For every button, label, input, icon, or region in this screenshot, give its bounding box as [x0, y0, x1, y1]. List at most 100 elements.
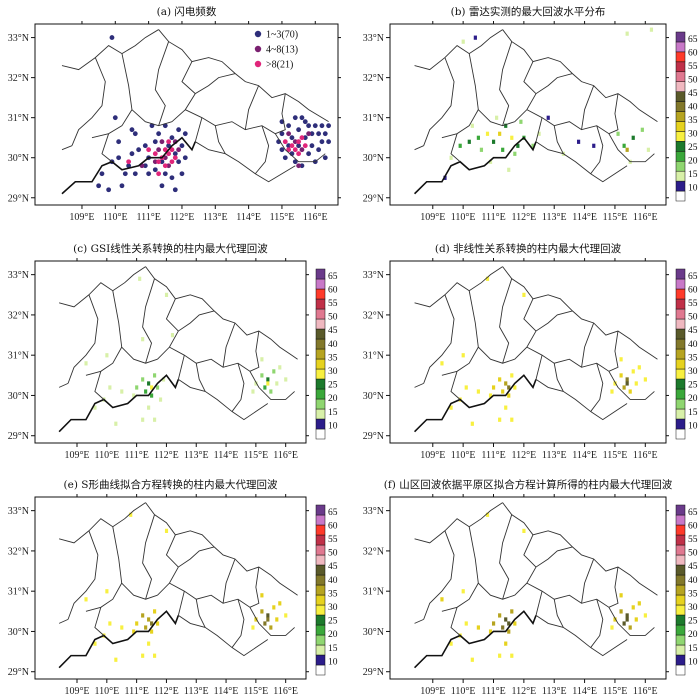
- colorbar-swatch: [315, 634, 326, 646]
- echo-cell: [461, 353, 465, 358]
- y-tick-label: 30°N: [363, 153, 384, 164]
- echo-cell: [510, 135, 514, 140]
- boundary-line: [414, 266, 503, 308]
- colorbar-swatch: [675, 534, 686, 546]
- colorbar-swatch: [315, 408, 326, 420]
- boundary-line: [112, 526, 158, 600]
- colorbar-swatch: [315, 624, 326, 636]
- boundary-line: [195, 363, 206, 392]
- echo-cell: [637, 365, 641, 370]
- boundary-line: [523, 61, 537, 94]
- boundary-line: [468, 53, 515, 127]
- lightning-point: [126, 163, 132, 169]
- echo-cell: [522, 292, 526, 297]
- lightning-point: [126, 159, 132, 165]
- boundary-line: [535, 378, 628, 421]
- colorbar-label: 65: [328, 508, 338, 518]
- boundary-line: [423, 294, 455, 384]
- legend-marker: [254, 60, 262, 68]
- boundary-line: [169, 582, 295, 636]
- lightning-point: [282, 155, 288, 161]
- x-tick-label: 111°E: [481, 686, 505, 697]
- boundary-line: [441, 582, 479, 612]
- echo-cell: [135, 621, 139, 626]
- lightning-point: [156, 147, 162, 153]
- colorbar-label: 20: [688, 630, 698, 640]
- lightning-point: [159, 139, 165, 145]
- colorbar-label: 45: [688, 326, 698, 336]
- lightning-point: [296, 139, 302, 145]
- boundary-line: [85, 346, 123, 376]
- echo-cell: [643, 613, 647, 618]
- echo-cell: [473, 35, 477, 40]
- y-tick-label: 30°N: [8, 153, 29, 164]
- lightning-point: [279, 147, 285, 153]
- echo-cell: [498, 377, 502, 382]
- colorbar-swatch: [315, 554, 326, 566]
- colorbar-label: 25: [688, 617, 698, 627]
- colorbar-swatch: [315, 504, 326, 516]
- y-tick-label: 31°N: [363, 113, 384, 124]
- colorbar-swatch: [315, 644, 326, 656]
- colorbar-swatch: [315, 614, 326, 626]
- lightning-point: [156, 171, 162, 177]
- echo-cell: [510, 609, 514, 614]
- echo-cell: [634, 617, 638, 622]
- echo-cell: [105, 353, 109, 358]
- echo-cell: [272, 605, 276, 610]
- boundary-line: [195, 599, 206, 628]
- boundary-line: [157, 310, 215, 360]
- echo-cell: [507, 629, 511, 634]
- echo-cell: [461, 39, 465, 44]
- lightning-point: [172, 155, 178, 161]
- echo-cell: [464, 385, 468, 390]
- y-tick-label: 31°N: [363, 587, 384, 598]
- colorbar-swatch: [675, 61, 686, 73]
- boundary-line: [59, 502, 146, 544]
- boundary-line: [169, 346, 295, 400]
- colorbar-swatch: [675, 278, 686, 290]
- colorbar-swatch: [315, 328, 326, 340]
- colorbar-label: 55: [328, 535, 338, 545]
- colorbar-label: 30: [688, 129, 698, 139]
- river-line: [61, 136, 197, 195]
- echo-cell: [625, 31, 629, 36]
- colorbar-swatch: [675, 644, 686, 656]
- boundary-line: [502, 502, 658, 596]
- panel-frame: [34, 260, 307, 444]
- echo-cell: [461, 589, 465, 594]
- echo-cell: [164, 292, 169, 297]
- x-tick-label: 114°E: [572, 212, 597, 223]
- boundary-line: [165, 298, 179, 332]
- lightning-point: [312, 123, 318, 129]
- colorbar-swatch: [675, 151, 686, 162]
- colorbar-label: 60: [688, 48, 698, 58]
- colorbar-swatch: [675, 428, 686, 440]
- panel-frame: [34, 496, 307, 680]
- colorbar-label: 15: [688, 408, 698, 418]
- x-tick-label: 114°E: [214, 686, 239, 697]
- echo-cell: [622, 143, 626, 148]
- lightning-point: [132, 131, 138, 137]
- colorbar-swatch: [675, 564, 686, 576]
- legend-marker: [254, 45, 262, 53]
- boundary-line: [553, 599, 564, 628]
- echo-cell: [147, 641, 151, 646]
- colorbar-swatch: [315, 564, 326, 576]
- x-tick-label: 116°E: [273, 686, 298, 697]
- lightning-point: [159, 159, 165, 165]
- echo-cell: [114, 421, 118, 426]
- echo-cell: [519, 119, 523, 124]
- lightning-point: [182, 131, 188, 137]
- colorbar-swatch: [675, 388, 686, 400]
- lightning-point: [296, 127, 302, 133]
- echo-cell: [464, 621, 468, 626]
- echo-cell: [84, 361, 88, 366]
- echo-cell: [170, 333, 175, 338]
- y-tick-label: 33°N: [363, 33, 384, 44]
- colorbar-swatch: [675, 101, 686, 112]
- panel-title: (e) S形曲线拟合方程转换的柱内最大代理回波: [64, 478, 278, 491]
- boundary-line: [414, 502, 503, 544]
- colorbar-label: 40: [328, 576, 338, 586]
- lightning-point: [302, 135, 308, 141]
